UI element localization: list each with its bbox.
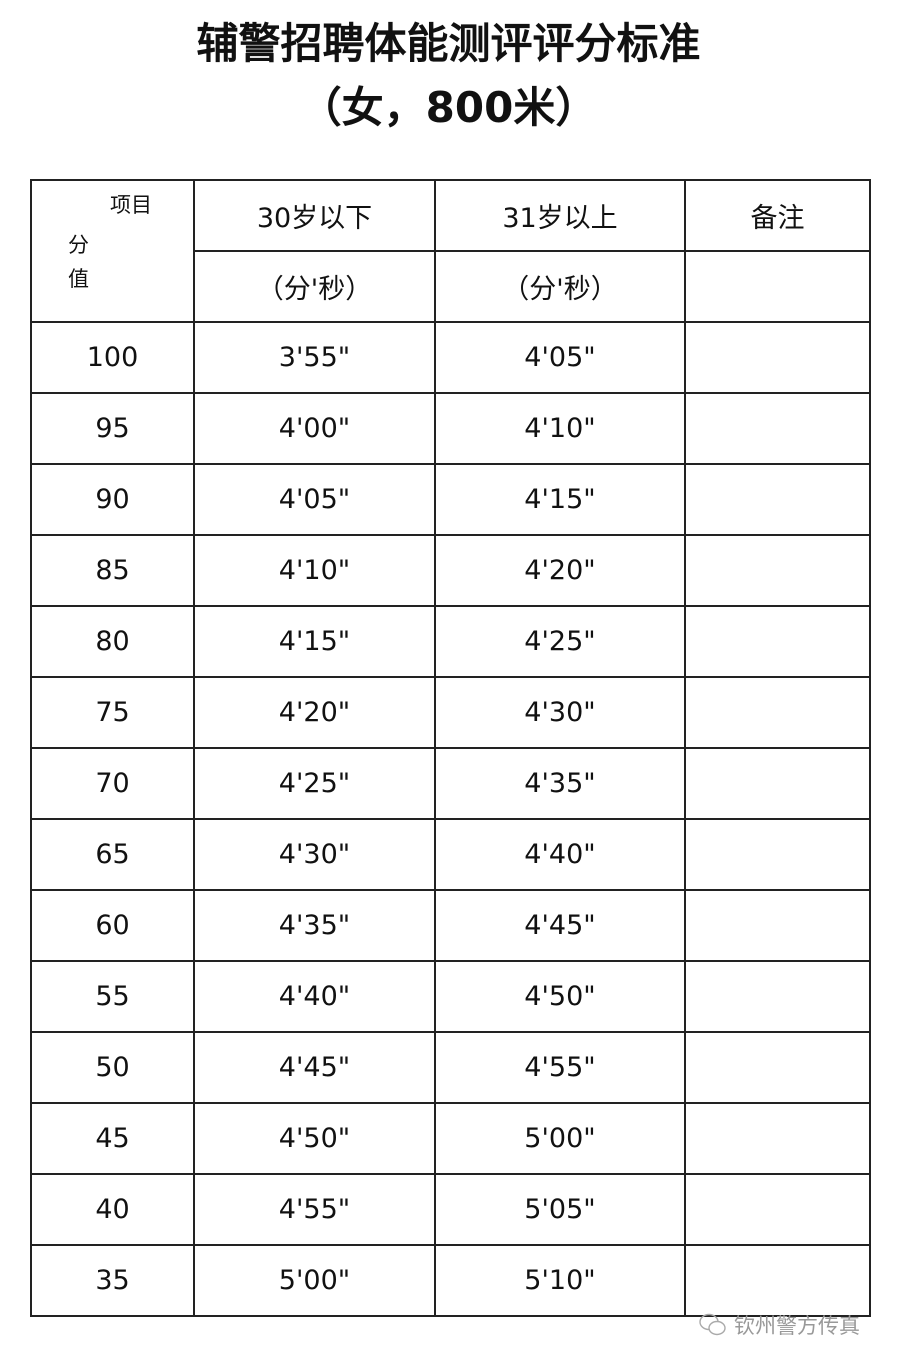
score-cell: 90 [30, 463, 195, 536]
unit-under-30: （分'秒） [193, 250, 436, 323]
note-cell [684, 1244, 871, 1317]
header-over-31: 31岁以上 [434, 179, 686, 252]
under-30-time-cell: 4'40" [193, 960, 436, 1033]
over-31-time-cell: 4'20" [434, 534, 686, 607]
table-row: 55 4'40" 4'50" [30, 960, 871, 1033]
note-cell [684, 960, 871, 1033]
under-30-time-cell: 4'25" [193, 747, 436, 820]
table-row: 75 4'20" 4'30" [30, 676, 871, 749]
score-cell: 40 [30, 1173, 195, 1246]
over-31-time-cell: 5'05" [434, 1173, 686, 1246]
score-cell: 95 [30, 392, 195, 465]
score-cell: 55 [30, 960, 195, 1033]
corner-item-label: 项目 [110, 193, 152, 217]
watermark: 钦州警方传真 [698, 1310, 860, 1340]
score-cell: 50 [30, 1031, 195, 1104]
header-note: 备注 [684, 179, 871, 252]
note-cell [684, 321, 871, 394]
corner-score-label-2: 值 [68, 267, 89, 291]
under-30-time-cell: 5'00" [193, 1244, 436, 1317]
under-30-time-cell: 4'20" [193, 676, 436, 749]
note-cell [684, 889, 871, 962]
over-31-time-cell: 5'00" [434, 1102, 686, 1175]
note-cell [684, 747, 871, 820]
under-30-time-cell: 4'05" [193, 463, 436, 536]
note-cell [684, 1031, 871, 1104]
over-31-time-cell: 5'10" [434, 1244, 686, 1317]
unit-over-31: （分'秒） [434, 250, 686, 323]
over-31-time-cell: 4'05" [434, 321, 686, 394]
under-30-time-cell: 4'30" [193, 818, 436, 891]
under-30-time-cell: 4'00" [193, 392, 436, 465]
under-30-time-cell: 4'50" [193, 1102, 436, 1175]
note-cell [684, 392, 871, 465]
score-cell: 85 [30, 534, 195, 607]
header-row: 项目 分 值 30岁以下 31岁以上 备注 [30, 179, 871, 323]
unit-row: （分'秒） （分'秒） [31, 250, 871, 323]
score-cell: 60 [30, 889, 195, 962]
table-row: 70 4'25" 4'35" [30, 747, 871, 820]
under-30-time-cell: 3'55" [193, 321, 436, 394]
table-row: 65 4'30" 4'40" [30, 818, 871, 891]
over-31-time-cell: 4'30" [434, 676, 686, 749]
over-31-time-cell: 4'35" [434, 747, 686, 820]
over-31-time-cell: 4'15" [434, 463, 686, 536]
over-31-time-cell: 4'45" [434, 889, 686, 962]
under-30-time-cell: 4'55" [193, 1173, 436, 1246]
document-title: 辅警招聘体能测评评分标准 [196, 19, 701, 68]
table-row: 90 4'05" 4'15" [30, 463, 871, 536]
under-30-time-cell: 4'45" [193, 1031, 436, 1104]
table-row: 95 4'00" 4'10" [30, 392, 871, 465]
score-cell: 75 [30, 676, 195, 749]
table-row: 80 4'15" 4'25" [30, 605, 871, 678]
watermark-text: 钦州警方传真 [734, 1314, 860, 1338]
under-30-time-cell: 4'10" [193, 534, 436, 607]
header-under-30: 30岁以下 [193, 179, 436, 252]
note-cell [684, 676, 871, 749]
score-cell: 65 [30, 818, 195, 891]
note-cell [684, 463, 871, 536]
over-31-time-cell: 4'50" [434, 960, 686, 1033]
note-cell [684, 818, 871, 891]
table-row: 45 4'50" 5'00" [30, 1102, 871, 1175]
corner-header-cell: 项目 分 值 [30, 179, 195, 323]
under-30-time-cell: 4'35" [193, 889, 436, 962]
over-31-time-cell: 4'25" [434, 605, 686, 678]
note-cell [684, 534, 871, 607]
document-subtitle: （女，800米） [299, 83, 598, 132]
table-row: 40 4'55" 5'05" [30, 1173, 871, 1246]
note-cell [684, 605, 871, 678]
note-cell [684, 1173, 871, 1246]
score-cell: 35 [30, 1244, 195, 1317]
table-row: 50 4'45" 4'55" [30, 1031, 871, 1104]
over-31-time-cell: 4'40" [434, 818, 686, 891]
table-row: 85 4'10" 4'20" [30, 534, 871, 607]
score-cell: 80 [30, 605, 195, 678]
under-30-time-cell: 4'15" [193, 605, 436, 678]
wechat-icon [699, 1313, 726, 1336]
score-cell: 100 [30, 321, 195, 394]
corner-score-label-1: 分 [68, 233, 89, 257]
unit-note-empty [684, 250, 871, 323]
scoring-table: 项目 分 值 30岁以下 31岁以上 备注 （分'秒） （分'秒） 100 3'5… [30, 179, 871, 1317]
table-row: 35 5'00" 5'10" [30, 1244, 871, 1317]
note-cell [684, 1102, 871, 1175]
score-cell: 70 [30, 747, 195, 820]
score-cell: 45 [30, 1102, 195, 1175]
over-31-time-cell: 4'55" [434, 1031, 686, 1104]
table-row: 100 3'55" 4'05" [30, 321, 871, 394]
over-31-time-cell: 4'10" [434, 392, 686, 465]
table-row: 60 4'35" 4'45" [30, 889, 871, 962]
